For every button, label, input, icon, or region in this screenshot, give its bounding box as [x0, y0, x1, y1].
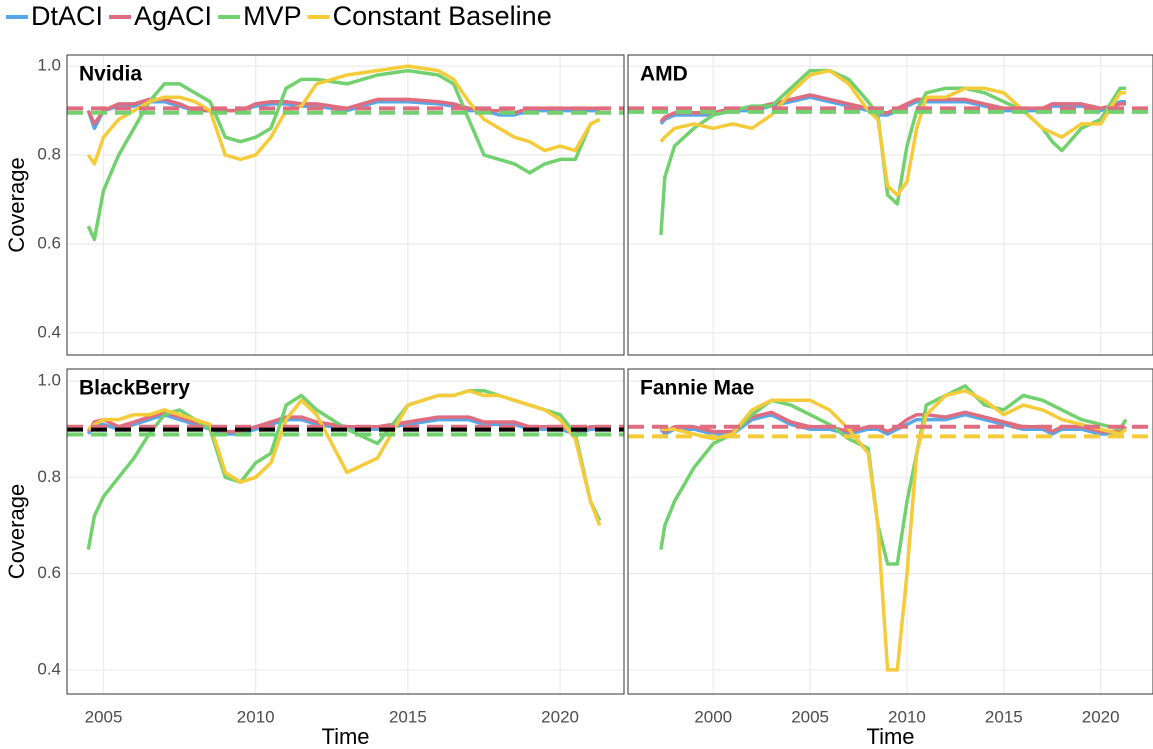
panel-title: AMD [640, 63, 688, 86]
legend-label: MVP [243, 1, 302, 31]
panel [628, 55, 1153, 355]
panel-border [66, 54, 625, 356]
panel-border [66, 368, 625, 695]
x-tick-label: 2005 [791, 707, 829, 726]
x-tick-label: 2010 [888, 707, 926, 726]
series-line [86, 64, 601, 166]
series-line [660, 388, 1128, 672]
panel-border [627, 368, 1153, 695]
series-line [659, 68, 1126, 236]
x-tick-label: 2020 [1082, 707, 1120, 726]
legend-label: Constant Baseline [333, 1, 552, 31]
series-line [659, 384, 1128, 566]
panel-border [627, 54, 1153, 356]
x-axis-title: Time [321, 724, 369, 749]
x-tick-label: 2015 [389, 707, 427, 726]
panel [67, 55, 624, 355]
x-tick-label: 2020 [541, 707, 579, 726]
x-tick-label: 2005 [85, 707, 123, 726]
y-tick-label: 0.6 [37, 563, 61, 582]
y-tick-label: 0.6 [37, 233, 61, 252]
y-tick-label: 0.4 [37, 322, 61, 341]
x-tick-label: 2015 [985, 707, 1023, 726]
y-tick-label: 1.0 [37, 371, 61, 390]
panel-title: BlackBerry [79, 377, 190, 400]
panel [67, 369, 624, 694]
panel [628, 369, 1153, 694]
series-line [87, 388, 602, 527]
x-tick-label: 2010 [237, 707, 275, 726]
series-line [659, 68, 1126, 197]
x-tick-label: 2000 [694, 707, 732, 726]
y-tick-label: 0.8 [37, 467, 61, 486]
legend-label: DtACI [31, 1, 103, 31]
y-axis-title: Coverage [4, 484, 29, 579]
y-tick-label: 1.0 [37, 56, 61, 75]
panel-title: Nvidia [79, 63, 142, 86]
x-axis-title: Time [866, 724, 914, 749]
y-tick-label: 0.8 [37, 144, 61, 163]
series-line [86, 68, 601, 242]
legend-label: AgACI [134, 1, 212, 31]
series-line [86, 99, 600, 131]
y-tick-label: 0.4 [37, 659, 61, 678]
y-axis-title: Coverage [4, 157, 29, 252]
panel-title: Fannie Mae [640, 377, 754, 400]
